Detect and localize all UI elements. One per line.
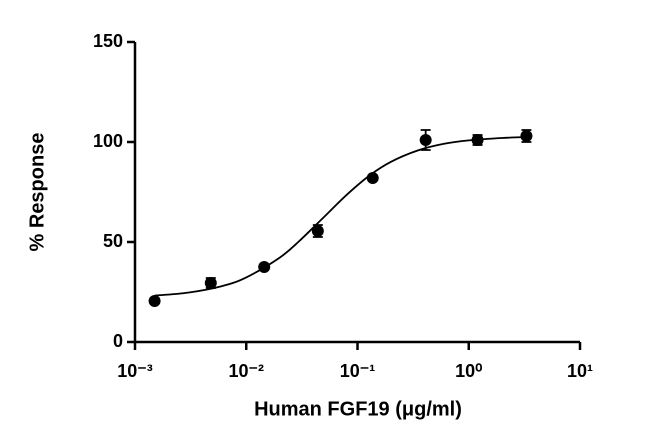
y-tick-label: 100 — [93, 131, 123, 151]
x-tick-label: 10¹ — [567, 361, 593, 381]
data-point — [419, 134, 432, 146]
data-point — [471, 134, 484, 146]
data-point — [204, 277, 217, 289]
x-axis-label: Human FGF19 (μg/ml) — [254, 398, 462, 420]
data-point — [311, 225, 324, 237]
data-point — [148, 295, 161, 307]
y-tick-label: 150 — [93, 31, 123, 51]
y-tick-label: 0 — [113, 331, 123, 351]
x-tick-label: 10⁰ — [455, 361, 482, 381]
data-point — [366, 172, 379, 184]
fit-curve — [154, 136, 530, 297]
data-point — [258, 261, 271, 273]
data-point — [520, 130, 533, 142]
y-tick-label: 50 — [103, 231, 123, 251]
x-tick-label: 10⁻³ — [117, 361, 153, 381]
y-axis-label: % Response — [26, 133, 48, 252]
x-tick-label: 10⁻² — [228, 361, 264, 381]
x-tick-label: 10⁻¹ — [340, 361, 376, 381]
